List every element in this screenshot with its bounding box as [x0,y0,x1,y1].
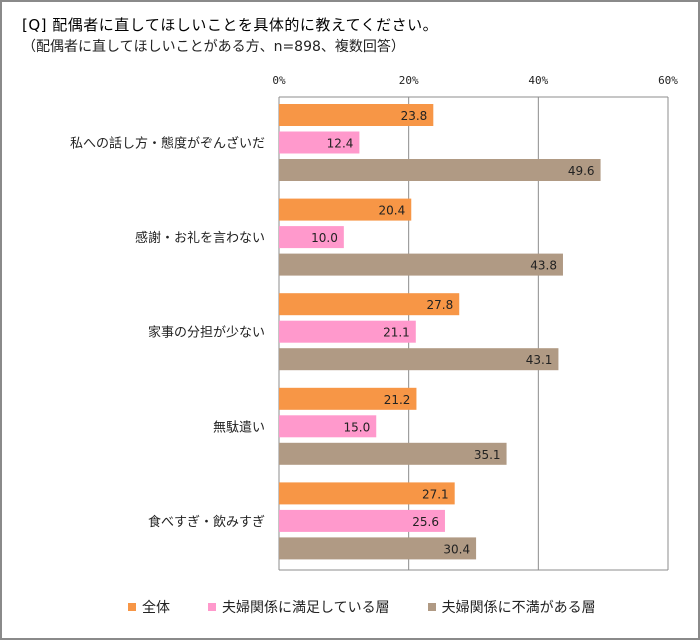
legend: 全体 夫婦関係に満足している層 夫婦関係に不満がある層 [128,597,596,617]
bar [279,320,416,343]
data-label: 25.6 [412,515,439,529]
category-label: 無駄遣い [213,420,265,435]
data-label: 21.2 [384,393,411,407]
legend-item: 夫婦関係に満足している層 [208,597,390,617]
data-label: 12.4 [327,137,354,151]
x-tick-label: 0% [272,74,286,87]
data-label: 49.6 [568,164,595,178]
data-label: 43.8 [530,259,557,273]
data-label: 20.4 [379,204,406,218]
x-tick-label: 60% [658,74,678,87]
bar [279,159,601,181]
data-label: 27.8 [427,298,454,312]
legend-swatch [208,603,216,611]
bar [279,537,477,560]
data-label: 35.1 [474,448,501,462]
bar [279,442,507,465]
category-label: 家事の分担が少ない [148,325,265,341]
bar [279,482,455,505]
x-tick-label: 40% [528,74,548,87]
bar [279,348,559,371]
bar [279,387,417,410]
legend-item: 全体 [128,597,170,617]
data-label: 27.1 [422,487,449,501]
bar [279,131,360,154]
bar [279,104,434,126]
data-label: 21.1 [383,326,410,340]
bar [279,226,344,249]
x-tick-label: 20% [399,74,419,87]
bar [279,253,563,276]
data-label: 10.0 [311,231,338,245]
legend-label: 全体 [142,600,170,616]
chart-title: [Q] 配偶者に直してほしいことを具体的に教えてください。 [22,16,439,34]
data-label: 23.8 [401,109,428,123]
legend-swatch [128,603,136,611]
category-label: 食べすぎ・飲みすぎ [148,514,265,530]
bar [279,509,445,532]
legend-label: 夫婦関係に満足している層 [222,600,390,616]
legend-item: 夫婦関係に不満がある層 [427,597,596,617]
data-label: 43.1 [526,353,553,367]
bar [279,293,460,316]
bar [279,415,377,438]
legend-swatch [427,603,436,611]
category-label: 感謝・お礼を言わない [135,230,265,246]
category-label: 私への話し方・態度がぞんざいだ [70,136,265,152]
data-label: 15.0 [344,420,371,434]
legend-label: 夫婦関係に不満がある層 [441,600,596,616]
data-label: 30.4 [443,542,470,556]
bar [279,198,412,221]
chart-subtitle: （配偶者に直してほしいことがある方、n=898、複数回答） [22,39,405,55]
